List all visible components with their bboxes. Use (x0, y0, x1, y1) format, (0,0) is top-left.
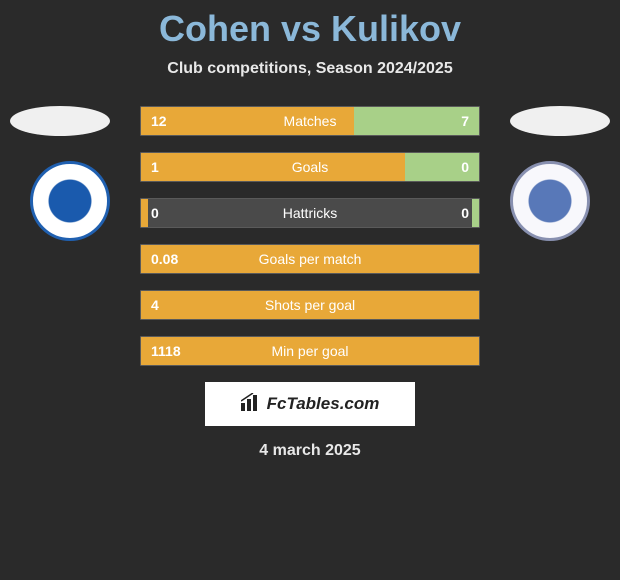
stat-row: 0 0 Hattricks (140, 198, 480, 228)
stat-value-left: 4 (151, 297, 159, 313)
stat-value-right: 0 (461, 159, 469, 175)
comparison-container: 12 7 Matches 1 0 Goals 0 0 Hattricks 0.08 Goals pe… (0, 106, 620, 366)
stat-row: 12 7 Matches (140, 106, 480, 136)
stat-label: Shots per goal (265, 297, 355, 313)
stat-label: Goals per match (259, 251, 362, 267)
chart-icon (241, 393, 261, 416)
stat-value-left: 1118 (151, 343, 181, 359)
stat-value-left: 1 (151, 159, 159, 175)
stat-value-right: 7 (461, 113, 469, 129)
stat-label: Matches (284, 113, 337, 129)
stat-row: 1118 Min per goal (140, 336, 480, 366)
stat-bar-left (141, 199, 148, 227)
stat-value-left: 0.08 (151, 251, 178, 267)
page-title: Cohen vs Kulikov (0, 0, 620, 50)
stats-bars: 12 7 Matches 1 0 Goals 0 0 Hattricks 0.08 Goals pe… (140, 106, 480, 366)
stat-value-right: 0 (461, 205, 469, 221)
club-logo-left (30, 161, 110, 241)
date-text: 4 march 2025 (0, 442, 620, 460)
stat-bar-right (472, 199, 479, 227)
stat-label: Min per goal (271, 343, 348, 359)
stat-value-left: 12 (151, 113, 167, 129)
stat-value-left: 0 (151, 205, 159, 221)
stat-row: 0.08 Goals per match (140, 244, 480, 274)
footer-badge: FcTables.com (205, 382, 415, 426)
player-badge-right (510, 106, 610, 136)
stat-label: Hattricks (283, 205, 337, 221)
player-badge-left (10, 106, 110, 136)
subtitle: Club competitions, Season 2024/2025 (0, 60, 620, 78)
stat-row: 4 Shots per goal (140, 290, 480, 320)
footer-text: FcTables.com (267, 394, 380, 414)
stat-bar-left (141, 153, 405, 181)
stat-label: Goals (292, 159, 329, 175)
stat-row: 1 0 Goals (140, 152, 480, 182)
club-logo-right (510, 161, 590, 241)
